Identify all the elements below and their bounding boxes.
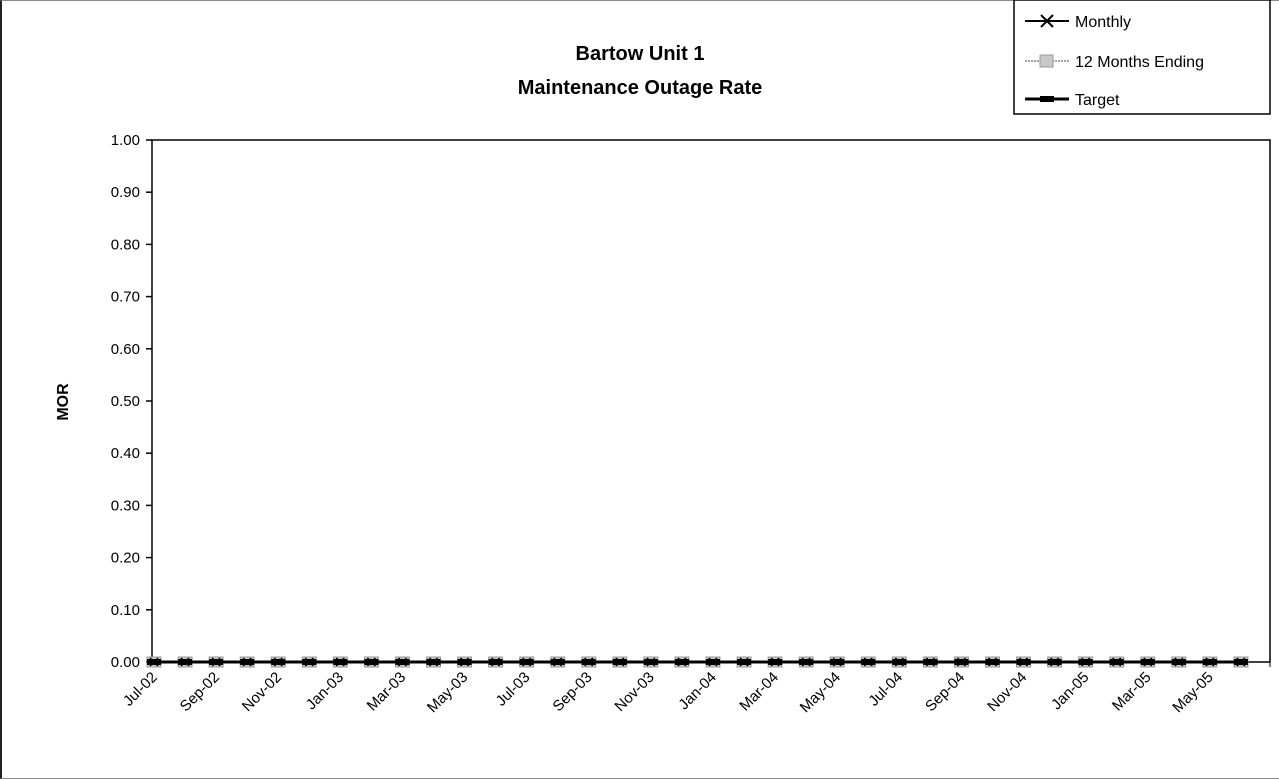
chart-subtitle: Maintenance Outage Rate — [518, 77, 763, 99]
data-point-monthly — [584, 657, 594, 667]
y-axis-label: MOR — [55, 383, 72, 421]
data-point-monthly — [708, 657, 718, 667]
data-point-monthly — [1174, 657, 1184, 667]
legend-box — [1013, 0, 1271, 115]
data-point-monthly — [491, 657, 501, 667]
x-axis: Jul-02 Sep-02 Nov-02 Jan-03 Mar-03 May-03 Jul-… — [120, 662, 1271, 716]
y-tick-label: 0.90 — [111, 184, 140, 201]
y-tick-label: 0.80 — [111, 236, 140, 253]
data-point-monthly — [1205, 657, 1215, 667]
data-point-monthly — [925, 657, 935, 667]
plot-area — [151, 139, 1271, 663]
x-tick-label: May-03 — [424, 669, 471, 716]
y-tick-label: 0.00 — [111, 654, 140, 671]
legend-target-label: Target — [1075, 92, 1120, 109]
x-tick-label: May-04 — [797, 669, 844, 716]
x-tick-label: Jul-03 — [493, 669, 534, 710]
data-point-monthly — [956, 657, 966, 667]
x-tick-label: Mar-04 — [736, 669, 782, 715]
data-point-monthly — [739, 657, 749, 667]
x-tick-label: May-05 — [1169, 669, 1216, 716]
data-point-monthly — [1236, 657, 1246, 667]
legend-monthly-label: Monthly — [1075, 14, 1131, 31]
data-point-monthly — [677, 657, 687, 667]
legend: Monthly 12 Months Ending Target — [1013, 0, 1271, 115]
x-tick-label: Jan-04 — [675, 669, 719, 713]
legend-item-monthly: Monthly — [1025, 14, 1131, 31]
data-point-monthly — [335, 657, 345, 667]
data-point-monthly — [522, 657, 532, 667]
data-point-monthly — [304, 657, 314, 667]
data-point-monthly — [1019, 657, 1029, 667]
data-point-monthly — [460, 657, 470, 667]
data-point-monthly — [1112, 657, 1122, 667]
x-tick-label: Jul-04 — [865, 669, 906, 710]
data-point-monthly — [770, 657, 780, 667]
x-tick-label: Mar-05 — [1109, 669, 1155, 715]
legend-12-months-marker — [1039, 54, 1054, 68]
legend-monthly-marker — [1040, 14, 1054, 28]
x-tick-label: Nov-04 — [984, 669, 1030, 715]
series-layer — [146, 656, 1249, 668]
data-point-monthly — [863, 657, 873, 667]
x-tick-label: Nov-03 — [612, 669, 658, 715]
data-point-monthly — [428, 657, 439, 667]
y-tick-label: 1.00 — [111, 132, 140, 149]
y-tick-label: 0.30 — [111, 497, 140, 514]
x-tick-label: Sep-02 — [177, 669, 223, 715]
data-point-monthly — [211, 657, 221, 667]
legend-item-12-months-ending: 12 Months Ending — [1025, 54, 1204, 71]
x-tick-label: Jul-02 — [120, 669, 161, 710]
y-tick-label: 0.60 — [111, 341, 140, 358]
data-point-monthly — [553, 657, 563, 667]
x-tick-label: Nov-02 — [239, 669, 285, 715]
data-point-monthly — [1143, 657, 1153, 667]
data-point-monthly — [646, 657, 656, 667]
data-point-monthly — [1050, 657, 1060, 667]
y-tick-label: 0.40 — [111, 445, 140, 462]
y-tick-label: 0.10 — [111, 602, 140, 619]
data-point-monthly — [242, 657, 252, 667]
data-point-monthly — [832, 657, 842, 667]
data-point-monthly — [273, 657, 283, 667]
y-tick-label: 0.70 — [111, 289, 140, 306]
data-point-monthly — [149, 657, 159, 667]
data-point-monthly — [987, 657, 998, 667]
y-tick-label: 0.50 — [111, 393, 140, 410]
data-point-monthly — [180, 657, 190, 667]
data-point-monthly — [801, 657, 811, 667]
data-point-monthly — [1081, 657, 1091, 667]
x-tick-label: Jan-05 — [1048, 669, 1092, 713]
y-axis: 0.00 0.10 0.20 0.30 0.40 0.50 0.60 0.70 0.80 0.90… — [111, 132, 152, 671]
legend-target-marker — [1040, 96, 1054, 102]
x-tick-label: Jan-03 — [303, 669, 347, 713]
data-point-monthly — [366, 657, 376, 667]
x-tick-label: Sep-03 — [549, 669, 595, 715]
data-point-monthly — [894, 657, 904, 667]
chart-title: Bartow Unit 1 — [576, 43, 705, 65]
data-point-monthly — [615, 657, 625, 667]
legend-12-months-label: 12 Months Ending — [1075, 54, 1204, 71]
x-tick-label: Sep-04 — [922, 669, 968, 715]
legend-item-target: Target — [1025, 92, 1120, 109]
x-tick-label: Mar-03 — [364, 669, 410, 715]
data-point-monthly — [397, 657, 407, 667]
y-tick-label: 0.20 — [111, 550, 140, 567]
